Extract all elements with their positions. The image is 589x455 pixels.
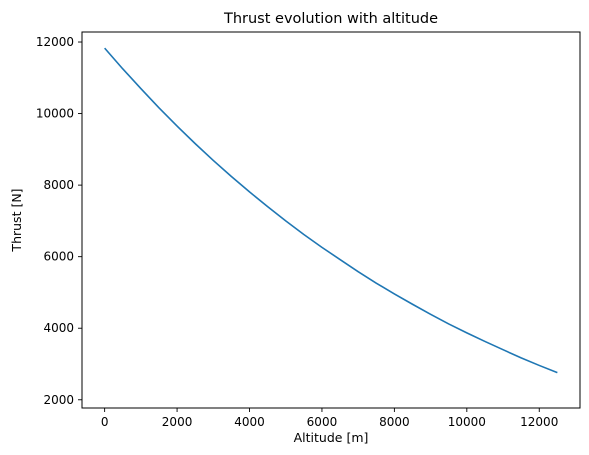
- y-tick-label: 10000: [36, 107, 74, 121]
- x-tick-label: 8000: [379, 415, 410, 429]
- x-tick-label: 10000: [448, 415, 486, 429]
- y-tick-label: 8000: [43, 178, 74, 192]
- x-tick-label: 12000: [520, 415, 558, 429]
- thrust-series-line: [104, 47, 558, 374]
- plot-area: [104, 47, 558, 374]
- x-axis-ticks: 0 2000 4000 6000 8000 10000 12000: [101, 408, 558, 429]
- y-tick-label: 6000: [43, 250, 74, 264]
- chart-title: Thrust evolution with altitude: [223, 11, 438, 27]
- plot-frame: [81, 31, 581, 409]
- x-tick-label: 0: [101, 415, 109, 429]
- x-tick-label: 4000: [234, 415, 265, 429]
- x-axis-label: Altitude [m]: [294, 430, 369, 445]
- y-axis-label: Thrust [N]: [9, 188, 24, 252]
- x-tick-label: 6000: [307, 415, 338, 429]
- y-tick-label: 2000: [43, 393, 74, 407]
- y-tick-label: 4000: [43, 321, 74, 335]
- y-tick-label: 12000: [36, 35, 74, 49]
- x-tick-label: 2000: [162, 415, 193, 429]
- y-axis-ticks: 2000 4000 6000 8000 10000 12000: [36, 35, 82, 407]
